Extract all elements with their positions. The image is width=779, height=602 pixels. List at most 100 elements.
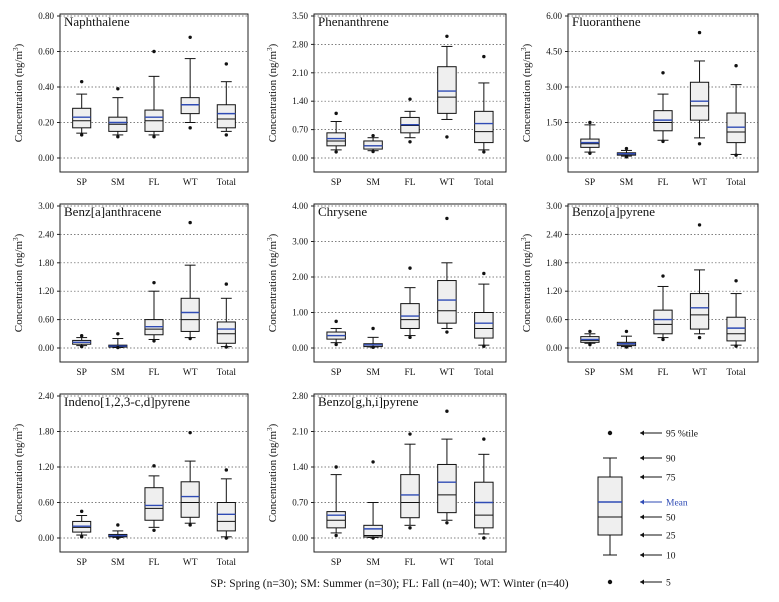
chart-panel: 0.00 0.60 1.20 1.80 2.40 3.00 Benz[a]anthracen…	[12, 201, 249, 378]
y-tick-label: 3.00	[546, 201, 562, 211]
p95-point	[445, 409, 449, 413]
category-label: SP	[76, 178, 87, 188]
p5-point	[152, 339, 156, 343]
chart-panel: 0.00 0.60 1.20 1.80 2.40 3.00 Benzo[a]pyrene Co…	[520, 201, 759, 378]
p95-point	[116, 523, 120, 527]
p95-point	[482, 437, 486, 441]
p95-point	[152, 464, 156, 468]
p5-point	[152, 135, 156, 139]
category-label: WT	[183, 558, 198, 568]
p5-point	[697, 142, 702, 146]
category-label: SM	[366, 558, 380, 568]
chart-panel: 0.00 0.60 1.20 1.80 2.40 Indeno[1,2,3-c,d]pyr…	[12, 391, 249, 568]
y-tick-label: 1.20	[546, 286, 562, 296]
p95-point	[408, 266, 412, 270]
y-tick-label: 0.00	[546, 343, 562, 353]
panel-title: Naphthalene	[64, 14, 130, 29]
box-sm	[363, 460, 383, 540]
y-tick-label: 2.80	[292, 39, 308, 49]
box-sm	[363, 326, 383, 349]
p95-point	[334, 319, 338, 324]
p5-point	[588, 151, 592, 155]
category-label: Total	[474, 558, 494, 568]
p5-point	[445, 521, 449, 525]
p95-point	[697, 223, 702, 227]
category-label: FL	[148, 558, 159, 568]
p95-point	[588, 120, 592, 125]
p95-point	[734, 279, 738, 283]
y-tick-label: 4.00	[292, 201, 308, 211]
chart-panel: 0.00 1.50 3.00 4.50 6.00 Fluoranthene Concentr…	[520, 11, 759, 188]
legend-label: Mean	[666, 499, 688, 509]
chart-panel: 0.00 1.00 2.00 3.00 4.00 Chrysene Concentratio…	[266, 201, 507, 378]
iqr-box	[474, 312, 494, 339]
y-tick-label: 2.40	[38, 229, 54, 239]
iqr-box	[326, 132, 346, 147]
p95-point	[697, 30, 702, 35]
panel-title: Benz[a]anthracene	[64, 204, 162, 219]
panel-title: Indeno[1,2,3-c,d]pyrene	[64, 394, 190, 409]
iqr-box	[180, 297, 200, 332]
legend-arrowhead	[640, 474, 644, 480]
legend-arrowhead	[640, 579, 644, 585]
category-label: SM	[620, 368, 634, 378]
y-tick-label: 0.60	[546, 315, 562, 325]
y-tick-label: 0.60	[38, 315, 54, 325]
box-sp	[326, 319, 346, 347]
p95-point	[482, 271, 486, 276]
box-sp	[72, 509, 92, 539]
panel-frame	[313, 203, 507, 363]
panel-frame	[313, 393, 507, 553]
y-tick-label: 3.50	[292, 11, 308, 21]
category-label: SM	[620, 178, 634, 188]
box-total	[474, 271, 494, 348]
category-label: Total	[217, 178, 237, 188]
box-wt	[180, 35, 200, 130]
category-label: Total	[726, 368, 746, 378]
box-sm	[108, 87, 128, 139]
legend-label: 10	[666, 552, 676, 562]
y-axis-label: Concentration (ng/m3)	[12, 233, 25, 332]
p95-point	[152, 280, 156, 285]
box-sp	[72, 79, 92, 137]
category-label: SP	[331, 558, 342, 568]
legend-arrowhead	[640, 552, 644, 558]
iqr-box	[216, 321, 236, 344]
p5-point	[482, 344, 486, 348]
p95-point	[188, 35, 192, 39]
p95-point	[334, 111, 338, 116]
box-sm	[616, 146, 637, 159]
panel-title: Phenanthrene	[318, 14, 389, 29]
p95-point	[482, 54, 486, 59]
p95-point	[79, 509, 84, 514]
category-label: WT	[692, 178, 707, 188]
category-label: FL	[657, 368, 668, 378]
category-label: SM	[366, 178, 380, 188]
p95-point	[116, 87, 120, 91]
footnote: SP: Spring (n=30); SM: Summer (n=30); FL…	[210, 578, 569, 590]
p5-point	[734, 344, 738, 348]
y-tick-label: 4.50	[546, 47, 562, 57]
y-tick-label: 1.20	[38, 286, 54, 296]
iqr-box	[400, 474, 420, 519]
category-label: WT	[440, 368, 455, 378]
y-tick-label: 2.10	[292, 68, 308, 78]
category-label: SP	[585, 178, 596, 188]
p5-point	[79, 133, 84, 137]
p5-point	[224, 133, 229, 137]
p95-point	[588, 329, 592, 334]
box-sm	[363, 133, 383, 154]
category-label: SM	[111, 558, 125, 568]
legend-label: 5	[666, 579, 671, 589]
category-label: FL	[404, 368, 415, 378]
box-sp	[326, 111, 346, 154]
category-label: Total	[217, 558, 237, 568]
y-tick-label: 0.00	[292, 153, 308, 163]
box-sp	[580, 120, 600, 155]
p5-point	[371, 536, 375, 540]
p5-point	[116, 345, 120, 350]
p5-point	[661, 139, 665, 144]
p5-point	[79, 344, 84, 349]
y-axis-label: Concentration (ng/m3)	[266, 423, 279, 522]
panel-frame	[567, 203, 759, 363]
